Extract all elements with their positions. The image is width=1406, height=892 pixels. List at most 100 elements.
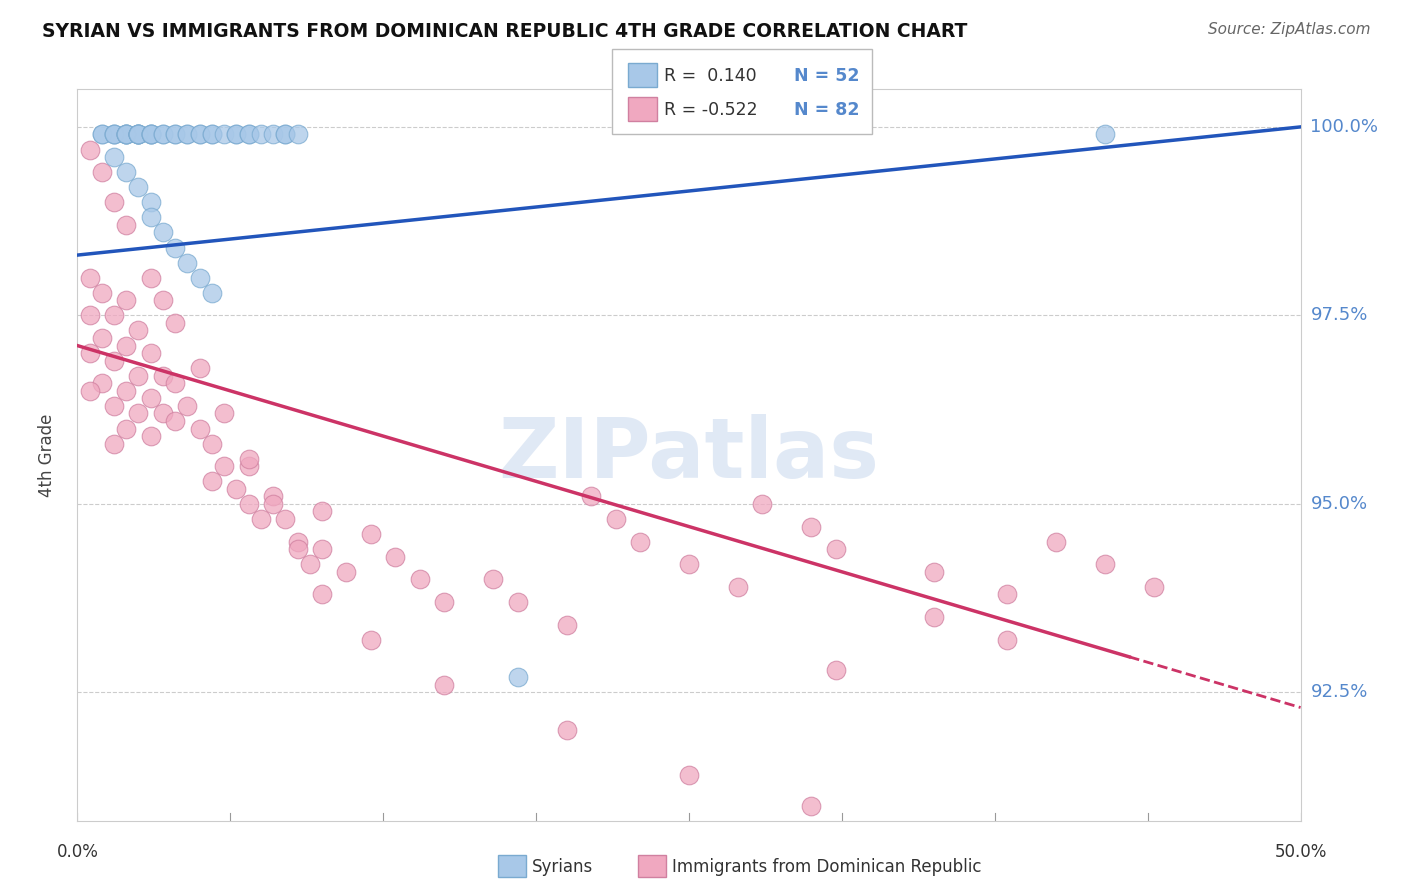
Point: [262, 497, 284, 511]
Point: [127, 180, 149, 194]
Point: [127, 368, 149, 383]
Point: [79, 346, 101, 360]
Point: [274, 128, 297, 142]
Point: [127, 128, 149, 142]
Point: [605, 512, 627, 526]
Point: [152, 128, 174, 142]
Point: [165, 376, 187, 391]
Point: [1094, 128, 1116, 142]
Point: [115, 128, 138, 142]
Point: [201, 128, 224, 142]
Point: [995, 587, 1018, 601]
Text: 50.0%: 50.0%: [1274, 843, 1327, 861]
Point: [165, 316, 187, 330]
Point: [139, 270, 162, 285]
Point: [115, 128, 138, 142]
Point: [127, 407, 149, 421]
Point: [212, 407, 235, 421]
Point: [176, 128, 198, 142]
Point: [115, 128, 138, 142]
Text: N = 52: N = 52: [794, 67, 860, 85]
Point: [165, 128, 187, 142]
Point: [90, 165, 112, 179]
Point: [103, 128, 125, 142]
Text: Source: ZipAtlas.com: Source: ZipAtlas.com: [1208, 22, 1371, 37]
Point: [555, 723, 578, 738]
Point: [727, 580, 749, 594]
Point: [287, 542, 309, 557]
Point: [103, 436, 125, 450]
Point: [506, 595, 529, 609]
Point: [103, 309, 125, 323]
Point: [115, 338, 138, 352]
Point: [165, 128, 187, 142]
Point: [225, 128, 247, 142]
Point: [238, 459, 260, 474]
Text: 92.5%: 92.5%: [1310, 683, 1368, 701]
Point: [274, 128, 297, 142]
Point: [433, 678, 456, 692]
Point: [287, 128, 309, 142]
Point: [188, 270, 211, 285]
Point: [298, 558, 321, 572]
Point: [824, 542, 846, 557]
Text: 95.0%: 95.0%: [1310, 495, 1368, 513]
Point: [201, 285, 224, 300]
Point: [176, 255, 198, 269]
Point: [360, 527, 382, 541]
Point: [79, 270, 101, 285]
Point: [139, 128, 162, 142]
Point: [165, 414, 187, 428]
Point: [139, 128, 162, 142]
Point: [384, 549, 406, 564]
Point: [127, 128, 149, 142]
Point: [188, 361, 211, 376]
Point: [482, 572, 505, 586]
Point: [79, 143, 101, 157]
Text: R = -0.522: R = -0.522: [664, 101, 758, 119]
Point: [311, 542, 333, 557]
Point: [409, 572, 432, 586]
Point: [103, 353, 125, 368]
Point: [115, 384, 138, 398]
Point: [311, 504, 333, 518]
Point: [201, 475, 224, 489]
Point: [274, 512, 297, 526]
Point: [238, 497, 260, 511]
Point: [152, 226, 174, 240]
Point: [139, 128, 162, 142]
Point: [115, 128, 138, 142]
Point: [433, 595, 456, 609]
Point: [1094, 558, 1116, 572]
Point: [127, 128, 149, 142]
Point: [225, 482, 247, 496]
Point: [824, 663, 846, 677]
Point: [165, 241, 187, 255]
Text: N = 82: N = 82: [794, 101, 860, 119]
Point: [127, 128, 149, 142]
Point: [212, 459, 235, 474]
Point: [995, 632, 1018, 647]
Point: [103, 399, 125, 413]
Text: ZIPatlas: ZIPatlas: [499, 415, 879, 495]
Point: [103, 128, 125, 142]
Point: [225, 128, 247, 142]
Point: [90, 285, 112, 300]
Point: [103, 195, 125, 210]
Point: [922, 610, 945, 624]
Point: [139, 392, 162, 406]
Point: [751, 497, 773, 511]
Point: [115, 293, 138, 308]
Point: [238, 451, 260, 466]
Point: [139, 429, 162, 443]
Point: [152, 368, 174, 383]
Point: [176, 399, 198, 413]
Point: [800, 798, 823, 813]
Point: [212, 128, 235, 142]
Point: [176, 128, 198, 142]
Point: [188, 128, 211, 142]
Point: [555, 617, 578, 632]
Point: [152, 293, 174, 308]
Point: [335, 565, 357, 579]
Point: [139, 211, 162, 225]
